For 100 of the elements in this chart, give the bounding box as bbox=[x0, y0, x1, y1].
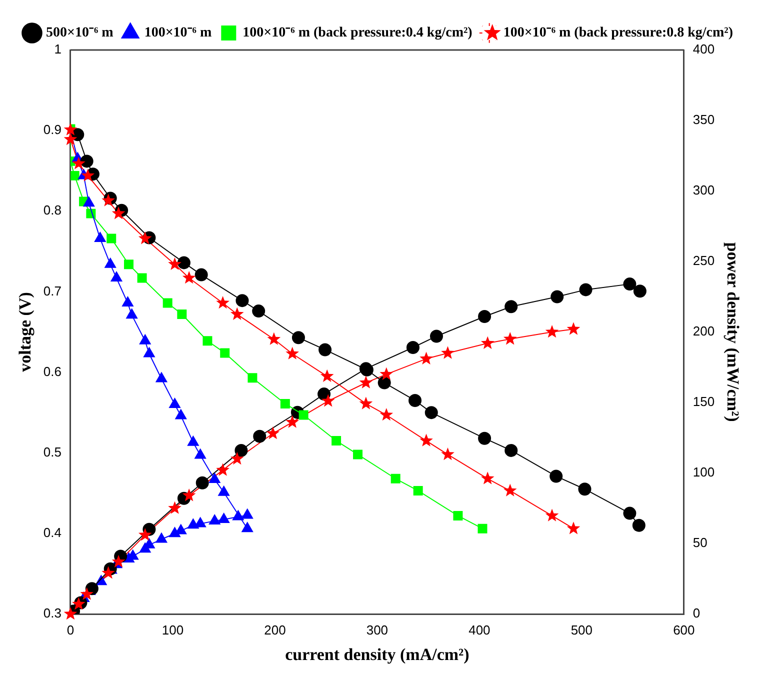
point bbox=[80, 587, 94, 600]
point bbox=[177, 256, 190, 270]
point bbox=[353, 450, 363, 460]
point bbox=[321, 394, 335, 407]
point bbox=[286, 346, 299, 360]
point bbox=[218, 513, 230, 524]
point bbox=[169, 398, 180, 408]
y2-tick-label: 350 bbox=[692, 112, 715, 128]
point bbox=[359, 376, 373, 388]
point bbox=[112, 206, 126, 220]
point bbox=[242, 508, 254, 519]
point bbox=[504, 444, 518, 457]
point bbox=[280, 398, 290, 408]
point bbox=[194, 448, 206, 459]
y2-tick-label: 250 bbox=[692, 253, 715, 268]
point bbox=[83, 196, 95, 207]
point bbox=[623, 506, 636, 520]
point bbox=[202, 336, 212, 346]
y-tick-label: 1 bbox=[54, 42, 62, 57]
point bbox=[196, 476, 209, 490]
legend-label: 100×10⁻⁶ m (back pressure:0.4 kg/cm²) bbox=[242, 26, 473, 41]
point bbox=[216, 463, 230, 476]
point bbox=[64, 122, 78, 136]
point bbox=[298, 410, 308, 420]
point bbox=[267, 332, 281, 345]
point bbox=[234, 444, 248, 457]
point bbox=[242, 522, 254, 532]
point bbox=[253, 430, 266, 443]
point bbox=[286, 415, 299, 428]
point bbox=[168, 501, 182, 514]
y2-tick-label: 0 bbox=[692, 606, 700, 621]
point bbox=[122, 296, 134, 306]
point bbox=[208, 472, 220, 483]
point bbox=[478, 432, 492, 445]
point bbox=[126, 308, 138, 319]
y-tick-label: 0.5 bbox=[43, 444, 62, 460]
y-tick-label: 0.8 bbox=[43, 202, 62, 218]
point bbox=[230, 452, 244, 465]
point bbox=[545, 325, 559, 338]
point bbox=[504, 300, 518, 314]
y2-tick-label: 100 bbox=[692, 464, 715, 480]
point bbox=[579, 283, 592, 296]
point bbox=[424, 406, 438, 420]
point bbox=[292, 331, 305, 344]
point bbox=[578, 482, 592, 496]
point bbox=[94, 232, 106, 242]
y2-tick-label: 300 bbox=[692, 182, 715, 198]
point bbox=[406, 341, 420, 354]
point bbox=[124, 260, 134, 270]
point bbox=[623, 278, 636, 291]
x-tick-label: 200 bbox=[264, 622, 286, 638]
point bbox=[420, 434, 433, 446]
point bbox=[137, 273, 147, 283]
x-tick-label: 600 bbox=[673, 622, 695, 638]
point bbox=[64, 132, 78, 146]
point bbox=[359, 396, 373, 410]
point bbox=[112, 554, 126, 568]
point bbox=[390, 474, 400, 484]
y-tick-label: 0.4 bbox=[43, 525, 62, 540]
point bbox=[218, 486, 230, 496]
point bbox=[252, 304, 266, 318]
legend-label: 100×10⁻⁶ m bbox=[144, 26, 212, 41]
x-tick-label: 500 bbox=[570, 622, 593, 638]
y2-axis-title: power density (mW/cm²) bbox=[723, 242, 742, 422]
point bbox=[478, 524, 488, 534]
x-axis-title: current density (mA/cm²) bbox=[285, 645, 470, 664]
point bbox=[144, 347, 155, 358]
point bbox=[216, 296, 230, 309]
point bbox=[156, 532, 168, 543]
point bbox=[139, 334, 151, 344]
point bbox=[266, 426, 280, 440]
point bbox=[230, 307, 244, 320]
point bbox=[380, 408, 394, 421]
point bbox=[441, 346, 454, 359]
point bbox=[413, 486, 423, 496]
y2-tick-label: 400 bbox=[692, 42, 715, 57]
point bbox=[102, 566, 115, 579]
y-tick-label: 0.6 bbox=[43, 364, 62, 379]
point bbox=[248, 373, 258, 383]
point bbox=[566, 322, 580, 335]
point bbox=[478, 310, 492, 323]
point bbox=[380, 367, 394, 380]
y2-tick-label: 200 bbox=[692, 324, 715, 339]
legend-label: 500×10⁻⁶ m bbox=[46, 26, 114, 41]
point bbox=[633, 284, 646, 298]
point bbox=[441, 447, 454, 460]
point bbox=[138, 232, 152, 244]
point bbox=[236, 294, 249, 308]
point bbox=[318, 388, 331, 401]
y-tick-label: 0.7 bbox=[43, 283, 62, 298]
point bbox=[503, 332, 517, 345]
point bbox=[318, 343, 332, 356]
x-tick-label: 400 bbox=[468, 622, 490, 638]
point bbox=[208, 514, 220, 524]
point bbox=[420, 352, 433, 364]
point bbox=[156, 372, 168, 382]
point bbox=[566, 522, 580, 534]
point bbox=[162, 298, 172, 308]
x-tick-label: 300 bbox=[366, 622, 388, 638]
point bbox=[503, 484, 517, 496]
